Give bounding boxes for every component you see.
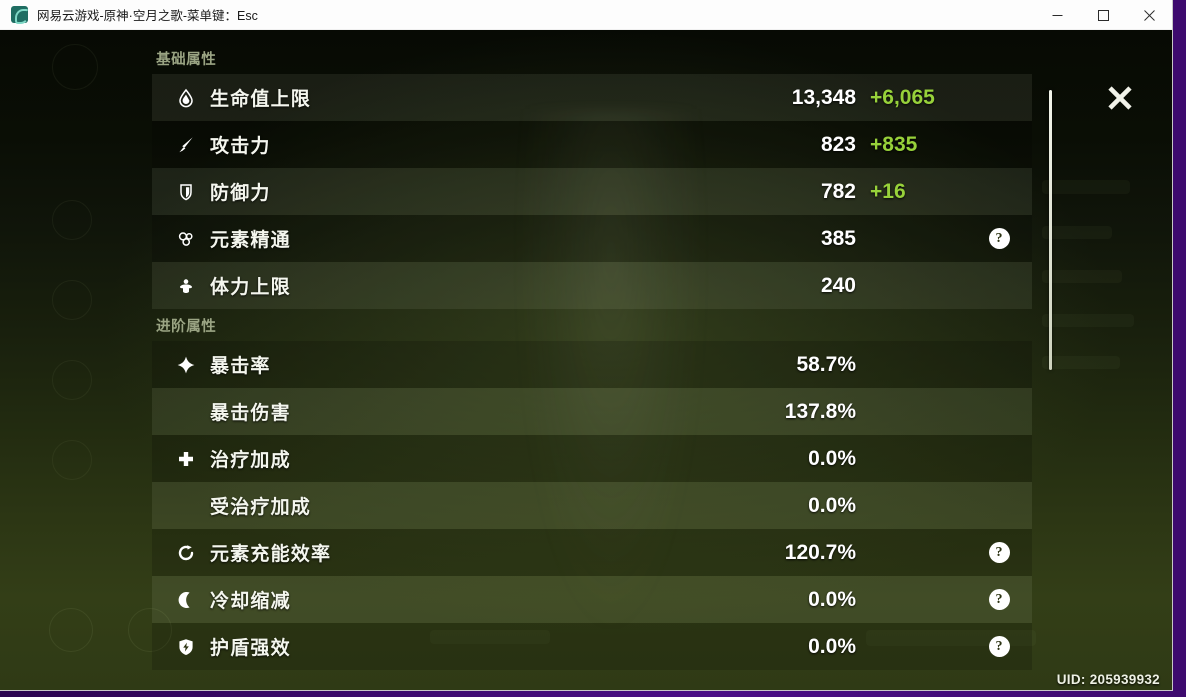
section-title-base: 基础属性 bbox=[156, 52, 217, 68]
stat-label: 暴击伤害 bbox=[210, 403, 291, 424]
uid-label: UID: 205939932 bbox=[1056, 672, 1160, 687]
stat-row-elemental-mastery[interactable]: 元素精通 385 ? bbox=[152, 215, 1032, 262]
ghost-icon bbox=[49, 608, 93, 652]
cooldown-moon-icon bbox=[174, 590, 198, 610]
stat-row-def[interactable]: 防御力 782 +16 ? bbox=[152, 168, 1032, 215]
stat-label: 冷却缩减 bbox=[210, 591, 291, 612]
stat-label: 生命值上限 bbox=[210, 89, 312, 110]
ghost-panel bbox=[1042, 314, 1134, 327]
section-title-advanced: 进阶属性 bbox=[156, 319, 217, 335]
stat-label: 防御力 bbox=[210, 183, 271, 204]
stat-value: 0.0% bbox=[808, 634, 856, 658]
stat-value: 385 bbox=[820, 226, 856, 250]
ghost-panel bbox=[1042, 226, 1112, 239]
ghost-icon bbox=[52, 360, 92, 400]
ghost-panel bbox=[1042, 180, 1130, 194]
ghost-icon bbox=[52, 280, 92, 320]
help-icon[interactable]: ? bbox=[988, 542, 1010, 564]
stat-row-incoming-healing[interactable]: 受治疗加成 0.0% ? bbox=[152, 482, 1032, 529]
character-stats-panel: 基础属性 生命值上限 13,348 +6,065 ? 攻击力 823 +835 bbox=[152, 48, 1032, 682]
game-viewport: 基础属性 生命值上限 13,348 +6,065 ? 攻击力 823 +835 bbox=[0, 30, 1172, 690]
stat-row-hp[interactable]: 生命值上限 13,348 +6,065 ? bbox=[152, 74, 1032, 121]
stat-value: 58.7% bbox=[796, 352, 856, 376]
stat-bonus: +16 bbox=[870, 179, 906, 203]
defense-shield-icon bbox=[174, 182, 198, 202]
ghost-panel bbox=[1042, 270, 1122, 283]
application-window: 网易云游戏-原神·空月之歌-菜单键：Esc bbox=[0, 0, 1172, 690]
window-controls bbox=[1034, 0, 1172, 30]
character-silhouette bbox=[515, 109, 706, 630]
stat-row-atk[interactable]: 攻击力 823 +835 ? bbox=[152, 121, 1032, 168]
stat-label: 受治疗加成 bbox=[210, 497, 312, 518]
stat-value: 240 bbox=[820, 273, 856, 297]
stamina-icon bbox=[174, 276, 198, 296]
stat-label: 暴击率 bbox=[210, 356, 271, 377]
stat-label: 护盾强效 bbox=[210, 638, 291, 659]
stat-value: 0.0% bbox=[808, 587, 856, 611]
scrollbar-thumb[interactable] bbox=[1048, 90, 1052, 370]
stat-label: 攻击力 bbox=[210, 136, 271, 157]
shield-strength-icon bbox=[174, 637, 198, 657]
hp-droplet-icon bbox=[174, 88, 198, 108]
stat-value: 120.7% bbox=[784, 540, 856, 564]
elemental-mastery-icon bbox=[174, 229, 198, 249]
stat-label: 元素精通 bbox=[210, 230, 291, 251]
stat-value: 0.0% bbox=[808, 446, 856, 470]
help-icon[interactable]: ? bbox=[988, 228, 1010, 250]
stat-row-crit-rate[interactable]: 暴击率 58.7% ? bbox=[152, 341, 1032, 388]
energy-recharge-icon bbox=[174, 543, 198, 563]
stat-row-stamina[interactable]: 体力上限 240 ? bbox=[152, 262, 1032, 309]
stat-row-healing-bonus[interactable]: 治疗加成 0.0% ? bbox=[152, 435, 1032, 482]
window-title: 网易云游戏-原神·空月之歌-菜单键：Esc bbox=[37, 9, 258, 23]
cloud-game-icon bbox=[11, 6, 29, 24]
stat-label: 体力上限 bbox=[210, 277, 291, 298]
stat-value: 823 bbox=[820, 132, 856, 156]
help-icon[interactable]: ? bbox=[988, 636, 1010, 658]
stat-row-energy-recharge[interactable]: 元素充能效率 120.7% ? bbox=[152, 529, 1032, 576]
ghost-icon bbox=[128, 608, 172, 652]
stat-value: 13,348 bbox=[791, 85, 856, 109]
maximize-button[interactable] bbox=[1080, 0, 1126, 30]
stat-label: 治疗加成 bbox=[210, 450, 291, 471]
minimize-button[interactable] bbox=[1034, 0, 1080, 30]
stat-bonus: +835 bbox=[870, 132, 918, 156]
stat-bonus: +6,065 bbox=[870, 85, 935, 109]
healing-cross-icon bbox=[174, 449, 198, 469]
crit-rate-star-icon bbox=[174, 355, 198, 375]
stat-row-cd-reduction[interactable]: 冷却缩减 0.0% ? bbox=[152, 576, 1032, 623]
close-icon[interactable] bbox=[1104, 82, 1136, 114]
stat-value: 137.8% bbox=[784, 399, 856, 423]
ghost-icon bbox=[52, 44, 98, 90]
ghost-icon bbox=[52, 200, 92, 240]
stat-value: 0.0% bbox=[808, 493, 856, 517]
ghost-icon bbox=[52, 440, 92, 480]
window-titlebar: 网易云游戏-原神·空月之歌-菜单键：Esc bbox=[0, 0, 1172, 30]
stat-value: 782 bbox=[820, 179, 856, 203]
stat-row-crit-dmg[interactable]: 暴击伤害 137.8% ? bbox=[152, 388, 1032, 435]
stat-row-shield-strength[interactable]: 护盾强效 0.0% ? bbox=[152, 623, 1032, 670]
vertical-scrollbar[interactable] bbox=[1048, 90, 1052, 370]
ghost-panel bbox=[430, 630, 550, 644]
ghost-panel bbox=[1042, 356, 1120, 369]
close-window-button[interactable] bbox=[1126, 0, 1172, 30]
attack-sword-icon bbox=[174, 135, 198, 155]
stat-label: 元素充能效率 bbox=[210, 544, 332, 565]
help-icon[interactable]: ? bbox=[988, 589, 1010, 611]
